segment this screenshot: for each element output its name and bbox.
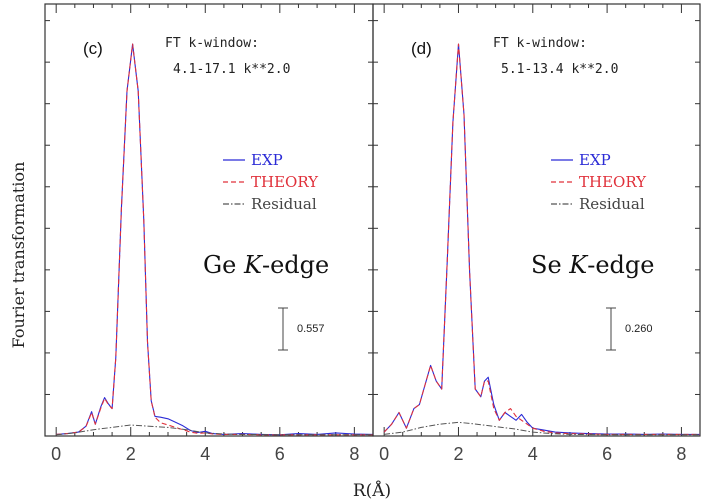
ft-window-title: FT k-window: xyxy=(165,36,259,51)
panel-label: (c) xyxy=(83,39,103,58)
scale-bar-label: 0.260 xyxy=(625,323,653,335)
panel-c: 0 2 4 6 8 (c) FT k-window: 4.1-17.1 k**2.0 EXP TH… xyxy=(44,3,374,464)
x-axis-label: R(Å) xyxy=(353,480,391,501)
ft-window-title: FT k-window: xyxy=(493,36,587,51)
scale-bar-label: 0.557 xyxy=(297,323,325,335)
x-tick-label: 4 xyxy=(200,444,210,464)
edge-k: K xyxy=(243,251,264,279)
series-residual-line xyxy=(56,424,373,436)
edge-space xyxy=(562,251,570,279)
x-tick-label: 2 xyxy=(453,444,463,464)
x-tick-label: 8 xyxy=(349,444,359,464)
series-exp-line xyxy=(383,43,700,435)
legend-entry: Residual xyxy=(579,195,645,213)
edge-suffix: -edge xyxy=(262,251,329,279)
y-axis-label: Fourier transformation xyxy=(9,162,28,349)
edge-k: K xyxy=(568,251,589,279)
edge-space xyxy=(236,251,244,279)
ft-window-range: 5.1-13.4 k**2.0 xyxy=(501,62,618,77)
legend-entry: THEORY xyxy=(579,173,647,191)
x-tick-label: 4 xyxy=(528,444,538,464)
edge-element: Se xyxy=(531,251,562,279)
edge-label: Ge K-edge xyxy=(203,251,329,279)
series-residual-line xyxy=(384,421,700,436)
legend-entry: EXP xyxy=(251,151,283,169)
plot-frame xyxy=(372,3,701,437)
x-tick-label: 2 xyxy=(126,444,136,464)
legend-entry: THEORY xyxy=(251,173,319,191)
x-tick-label: 0 xyxy=(51,444,61,464)
ft-window-range: 4.1-17.1 k**2.0 xyxy=(173,62,290,77)
edge-element: Ge xyxy=(203,251,236,279)
panel-label: (d) xyxy=(411,39,432,58)
x-tick-label: 6 xyxy=(275,444,285,464)
series-theory-line xyxy=(56,43,373,436)
edge-label: Se K-edge xyxy=(531,251,654,279)
x-tick-label: 6 xyxy=(602,444,612,464)
series-theory-line xyxy=(383,43,700,435)
edge-suffix: -edge xyxy=(587,251,654,279)
panel-d: 0 2 4 6 8 (d) FT k-window: 5.1-13.4 k**2.0 EXP TH… xyxy=(372,3,701,464)
series-exp-line xyxy=(56,43,374,436)
x-tick-label: 8 xyxy=(676,444,686,464)
legend-entry: EXP xyxy=(579,151,611,169)
x-tick-label: 0 xyxy=(379,444,389,464)
legend-entry: Residual xyxy=(251,195,317,213)
